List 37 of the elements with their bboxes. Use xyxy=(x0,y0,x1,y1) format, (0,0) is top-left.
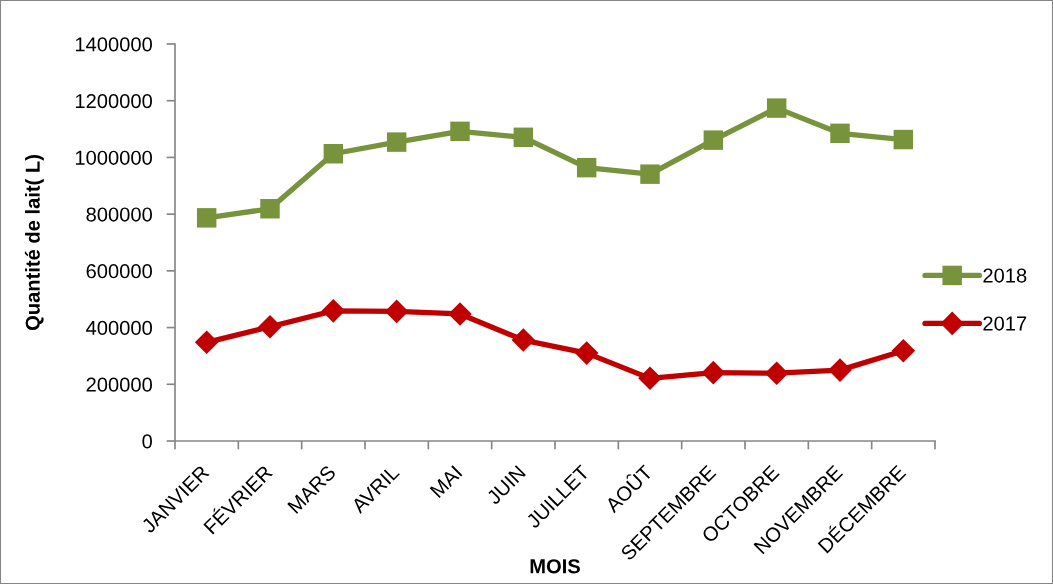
y-tick-label: 1400000 xyxy=(75,37,152,52)
x-tick-label: MAI xyxy=(429,465,463,498)
point xyxy=(701,360,726,385)
point xyxy=(766,98,787,118)
y-axis-title: Quantité de lait( L) xyxy=(24,155,44,331)
x-axis-title: MOIS xyxy=(530,559,580,574)
point xyxy=(323,144,344,164)
point xyxy=(513,127,534,148)
point xyxy=(384,299,409,324)
point xyxy=(638,366,662,391)
y-tick-label: 1000000 xyxy=(75,150,152,165)
point xyxy=(828,358,852,382)
point xyxy=(196,208,217,228)
y-tick-label: 600000 xyxy=(86,264,152,279)
point xyxy=(260,199,280,219)
y-tick-label: 200000 xyxy=(86,377,152,392)
point xyxy=(258,314,282,339)
point xyxy=(891,339,916,363)
legend-label: 2018 xyxy=(983,268,1027,283)
y-tick-label: 1200000 xyxy=(75,93,152,109)
y-tick-label: 0 xyxy=(142,434,152,449)
point xyxy=(448,302,472,326)
legend-label: 2017 xyxy=(983,316,1027,331)
point xyxy=(194,330,219,355)
point xyxy=(574,341,599,365)
point xyxy=(893,129,914,150)
point xyxy=(511,328,536,352)
point xyxy=(450,121,470,142)
y-tick-label: 400000 xyxy=(86,320,152,336)
point xyxy=(386,132,407,152)
point xyxy=(640,164,660,184)
y-tick-label: 800000 xyxy=(86,207,152,222)
point xyxy=(830,123,850,144)
point xyxy=(576,157,597,178)
point xyxy=(703,130,724,150)
point xyxy=(321,299,346,323)
point xyxy=(764,361,789,386)
